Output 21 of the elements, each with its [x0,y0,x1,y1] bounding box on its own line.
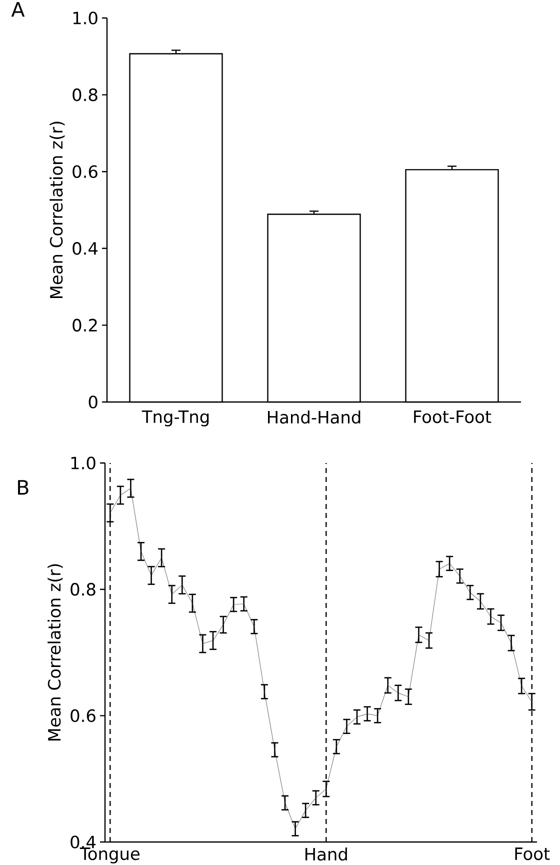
x-tick-label: Tongue [80,848,140,864]
x-tick-label: Foot-Foot [414,410,492,424]
line-series [110,488,532,830]
y-tick-label: 0.2 [72,318,97,332]
x-tick-label: Tng-Tng [142,410,209,426]
text: B [18,480,28,495]
y-tick-label: 0.6 [72,165,98,178]
x-tick-label: Hand-Hand [268,410,360,424]
chart-title: A [11,2,25,17]
y-tick-label: 0.8 [72,88,98,102]
y-tick-label: 1.0 [71,456,96,470]
y-tick-label: 0 [88,396,98,408]
y-axis-title: Mean Correlation z(r) [50,122,65,298]
y-tick-label: 1.0 [73,12,98,24]
y-axis-title: Mean Correlation z(r) [48,564,63,741]
x-tick-label: Hand [306,848,347,861]
x-tick-label: Foot [515,848,550,860]
y-tick-label: 0.4 [72,242,98,255]
y-tick-label: 0.8 [70,582,96,596]
y-tick-label: 0.6 [70,709,96,722]
y-tick-label: 0.4 [70,836,96,848]
